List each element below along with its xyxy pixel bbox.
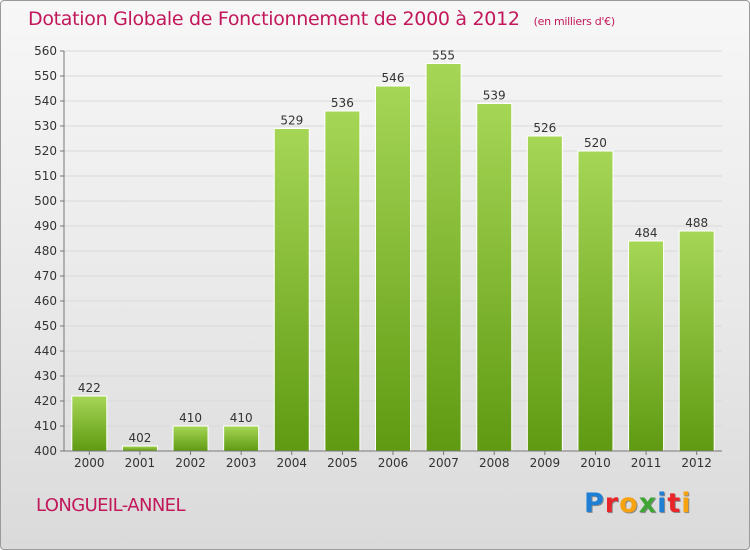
y-tick-label: 540 [34, 94, 57, 108]
x-tick-label: 2000 [74, 456, 105, 470]
y-tick-label: 500 [34, 194, 57, 208]
bar [628, 240, 665, 452]
logo-letter: P [584, 488, 605, 519]
data-label: 536 [331, 96, 354, 110]
proxiti-logo[interactable]: Proxiti [584, 488, 692, 519]
y-tick-label: 420 [34, 394, 57, 408]
bar [223, 425, 260, 452]
chart-title-text: Dotation Globale de Fonctionnement de 20… [28, 8, 520, 30]
x-tick-label: 2009 [530, 456, 561, 470]
data-label: 520 [584, 136, 607, 150]
logo-letter: i [681, 488, 692, 519]
bar [273, 128, 310, 452]
x-tick-label: 2012 [681, 456, 712, 470]
y-tick-label: 400 [34, 444, 57, 458]
x-tick-label: 2008 [479, 456, 510, 470]
y-tick-label: 530 [34, 119, 57, 133]
data-label: 526 [533, 121, 556, 135]
commune-name: LONGUEIL-ANNEL [36, 495, 185, 516]
bar [324, 110, 361, 452]
data-label: 529 [280, 114, 303, 128]
x-tick-label: 2003 [226, 456, 257, 470]
data-label: 422 [78, 381, 101, 395]
data-label: 555 [432, 49, 455, 63]
y-tick-label: 470 [34, 269, 57, 283]
data-label: 410 [230, 411, 253, 425]
y-tick-label: 520 [34, 144, 57, 158]
data-label: 546 [382, 71, 405, 85]
data-label: 488 [685, 216, 708, 230]
data-label: 539 [483, 89, 506, 103]
y-tick-label: 560 [34, 44, 57, 58]
y-tick-label: 430 [34, 369, 57, 383]
logo-letter: r [604, 488, 620, 519]
data-labels: 422 402 410 410 529 536 546 555 539 526 520 484 488 [78, 49, 708, 446]
y-tick-label: 440 [34, 344, 57, 358]
data-label: 410 [179, 411, 202, 425]
chart-title: Dotation Globale de Fonctionnement de 20… [28, 8, 615, 30]
x-tick-label: 2001 [125, 456, 156, 470]
y-tick-label: 480 [34, 244, 57, 258]
bars [71, 63, 715, 452]
data-label: 402 [128, 431, 151, 445]
bar [476, 103, 513, 452]
bar [121, 445, 158, 452]
chart-unit-label: (en milliers d'€) [533, 15, 615, 28]
logo-letter: o [619, 488, 639, 519]
x-tick-label: 2007 [428, 456, 459, 470]
y-tick-label: 490 [34, 219, 57, 233]
x-tick-label: 2004 [276, 456, 307, 470]
bar [678, 230, 715, 452]
bar [526, 135, 563, 452]
y-tick-label: 410 [34, 419, 57, 433]
logo-letter: i [657, 488, 668, 519]
bar [425, 63, 462, 452]
bar [375, 85, 411, 452]
y-tick-label: 460 [34, 294, 57, 308]
x-tick-label: 2006 [378, 456, 409, 470]
bar [71, 395, 108, 452]
x-axis: 2000 2001 2002 2003 2004 2005 2006 2007 2008 2009… [64, 450, 722, 470]
y-tick-label: 450 [34, 319, 57, 333]
logo-letter: x [638, 488, 658, 519]
logo-letter: t [667, 488, 682, 519]
x-tick-label: 2010 [580, 456, 611, 470]
x-tick-label: 2011 [631, 456, 662, 470]
bar [577, 150, 614, 452]
data-label: 484 [635, 226, 658, 240]
x-tick-label: 2002 [175, 456, 206, 470]
bar [172, 425, 209, 452]
y-tick-label: 510 [34, 169, 57, 183]
x-tick-label: 2005 [327, 456, 358, 470]
y-tick-label: 550 [34, 69, 57, 83]
y-axis: 400 410 420 430 440 450 460 470 480 490 500 510 520 5… [34, 44, 65, 458]
